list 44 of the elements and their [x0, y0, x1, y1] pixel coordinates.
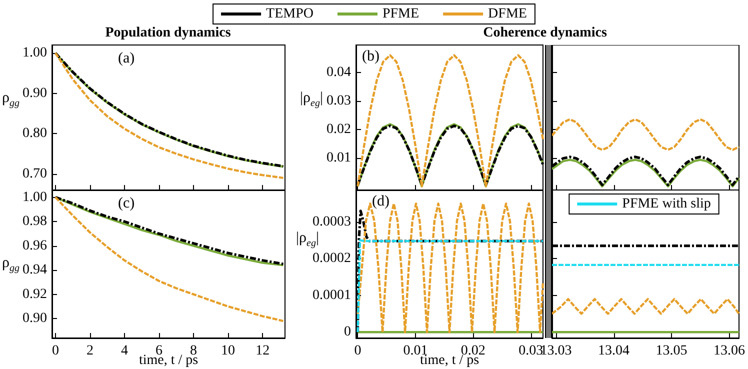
y-tick-label: 0.0001 — [312, 288, 351, 303]
x-tick-label: 10 — [221, 344, 236, 358]
y-axis-title: |ρ$_{eg}$| — [300, 90, 323, 109]
y-tick-label: 0.96 — [22, 238, 47, 254]
x-tick-label: 13.05 — [656, 344, 688, 358]
y-tick-label: 0 — [344, 324, 351, 340]
legend-label: TEMPO — [266, 6, 314, 22]
x-tick-label: 12 — [256, 344, 270, 358]
y-tick-label: 0.80 — [22, 126, 47, 142]
y-tick-label: 1.00 — [22, 46, 47, 61]
annotation: (b) — [362, 48, 380, 64]
x-tick-label: 4 — [120, 344, 128, 358]
y-tick-label: 0.02 — [326, 122, 351, 137]
x-tick-label: 13.04 — [598, 344, 630, 358]
annotation: (a) — [118, 50, 135, 66]
y-tick-label: 0.94 — [22, 262, 47, 278]
legend-label: PFME with slip — [622, 196, 711, 212]
y-tick-label: 0.04 — [326, 64, 351, 80]
y-tick-label: 0.98 — [22, 214, 47, 230]
line-series — [54, 196, 284, 322]
x-tick-label: 6 — [156, 344, 163, 358]
legend-label: DFME — [488, 6, 527, 22]
y-tick-label: 0.0002 — [312, 251, 351, 266]
y-tick-label: 0.70 — [22, 166, 47, 182]
y-tick-label: 1.00 — [22, 190, 47, 205]
y-tick-label: 0.01 — [326, 150, 351, 166]
x-tick-label: 0 — [52, 344, 59, 358]
y-axis-title: |ρ$_{eg}$| — [296, 230, 319, 249]
y-tick-label: 0.92 — [22, 286, 47, 302]
x-tick-label: 8 — [190, 344, 198, 358]
legend-label: PFME — [382, 6, 420, 22]
x-tick-label: 2 — [86, 344, 94, 358]
y-axis-title: ρ$_{gg}$ — [2, 255, 20, 274]
x-tick-label: 0 — [354, 344, 362, 358]
chart-title: Coherence dynamics — [483, 26, 608, 40]
annotation: (c) — [118, 196, 135, 212]
y-tick-label: 0.03 — [326, 93, 351, 108]
y-tick-label: 0.0003 — [312, 214, 351, 230]
annotation: (d) — [372, 194, 390, 210]
y-axis-title: ρ$_{gg}$ — [2, 90, 20, 109]
y-tick-label: 0.90 — [22, 311, 47, 326]
x-tick-label: 13.06 — [713, 344, 745, 358]
y-tick-label: 0.90 — [22, 86, 47, 101]
chart-title: Population dynamics — [105, 26, 232, 40]
